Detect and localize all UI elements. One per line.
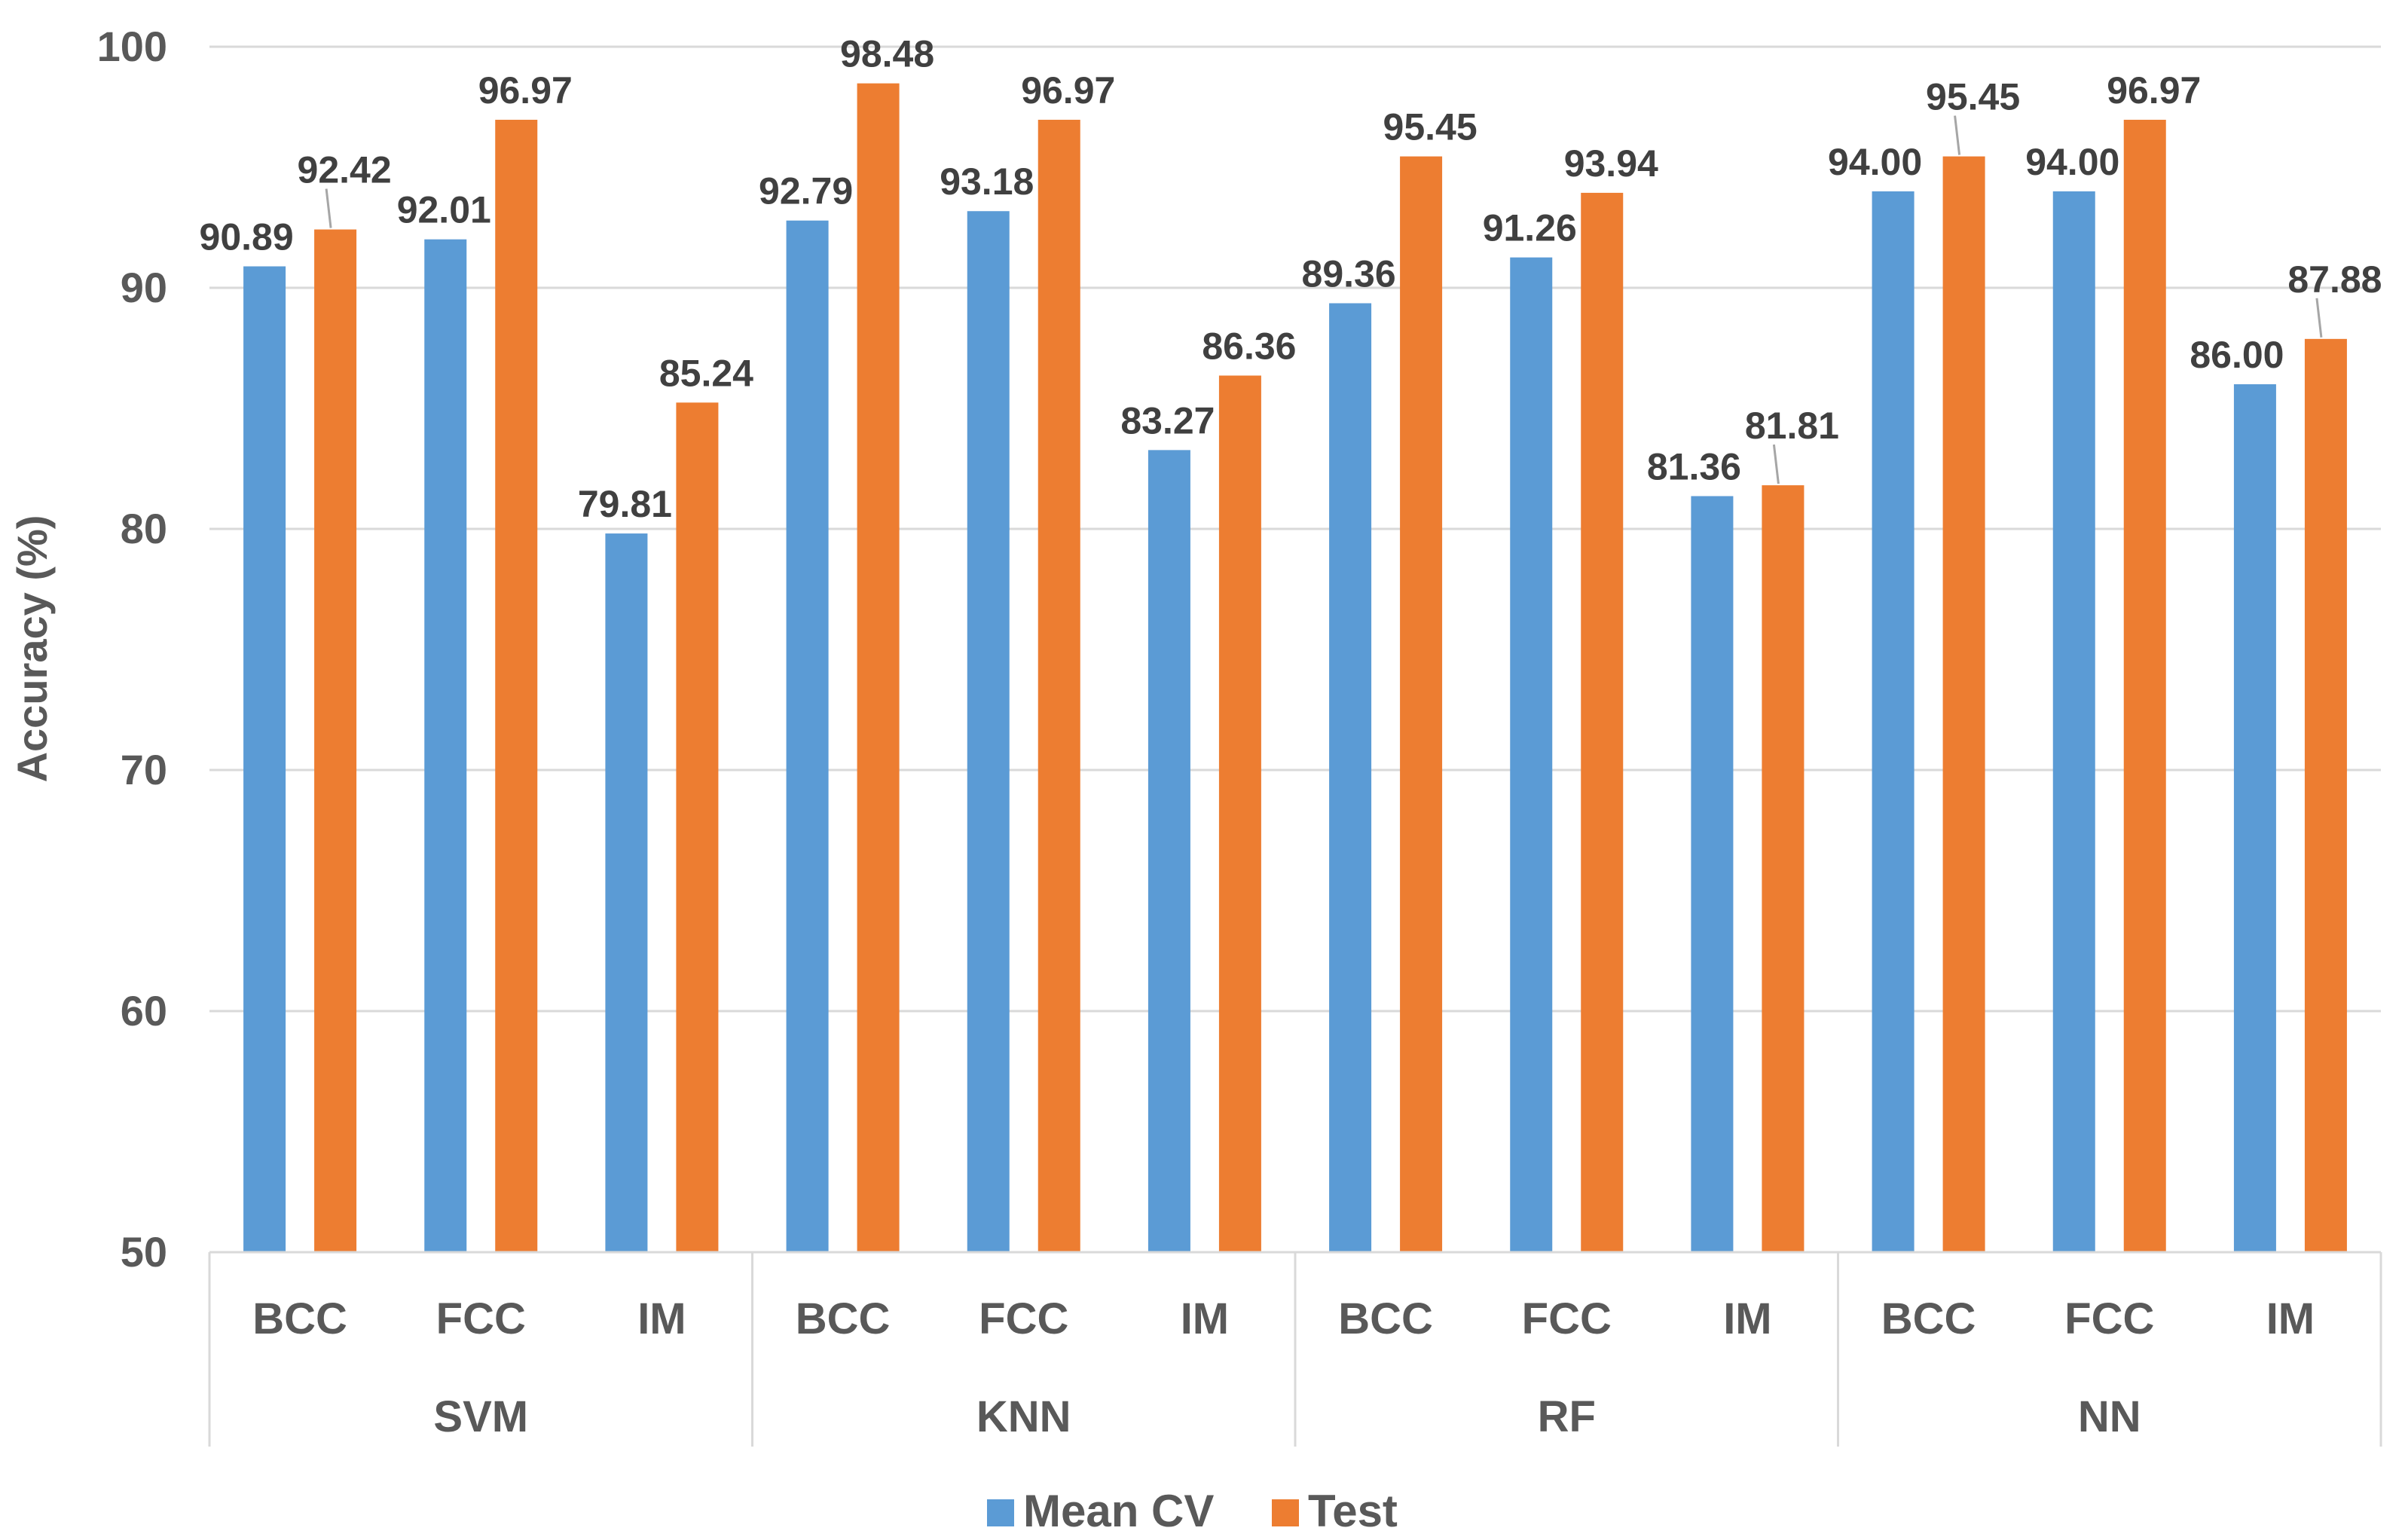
category-label: IM <box>637 1294 686 1343</box>
bar-mean-cv <box>1691 496 1734 1252</box>
bar-test <box>676 402 719 1252</box>
data-label-mean-cv: 92.01 <box>397 189 491 231</box>
legend-label-test: Test <box>1308 1486 1398 1536</box>
data-label-test: 93.94 <box>1564 142 1658 185</box>
legend-label-mean-cv: Mean CV <box>1023 1486 1214 1536</box>
data-label-test: 86.36 <box>1202 325 1296 367</box>
bar-test <box>495 119 538 1253</box>
data-label-mean-cv: 83.27 <box>1120 399 1215 442</box>
group-label-rf: RF <box>1538 1392 1596 1441</box>
data-label-test: 81.81 <box>1745 405 1839 447</box>
y-tick-label: 60 <box>121 987 167 1034</box>
y-tick-label: 90 <box>121 264 167 311</box>
y-axis-ticks: 50 60 70 80 90 100 <box>97 23 167 1276</box>
bar-mean-cv <box>1510 257 1553 1253</box>
bar-mean-cv <box>2052 191 2095 1252</box>
data-label-test: 92.42 <box>298 149 392 191</box>
category-label: IM <box>2266 1294 2315 1343</box>
bar-test <box>1037 119 1080 1253</box>
data-label-test: 85.24 <box>659 352 753 394</box>
bar-test <box>2304 338 2347 1253</box>
y-tick-label: 100 <box>97 23 167 70</box>
group-label-nn: NN <box>2078 1392 2141 1441</box>
leader-line <box>1772 444 1780 484</box>
data-label-mean-cv: 91.26 <box>1483 207 1577 249</box>
bar-mean-cv <box>2233 384 2276 1252</box>
bar-test <box>1581 192 1624 1252</box>
category-label: FCC <box>436 1294 526 1343</box>
category-label: IM <box>1181 1294 1229 1343</box>
data-label-test: 95.45 <box>1383 106 1478 148</box>
category-label: BCC <box>1881 1294 1976 1343</box>
data-label-test: 96.97 <box>1021 69 1115 112</box>
y-tick-label: 80 <box>121 505 167 552</box>
bar-mean-cv <box>243 266 286 1252</box>
data-label-mean-cv: 94.00 <box>1828 141 1922 183</box>
data-label-test: 96.97 <box>478 69 573 112</box>
bar-mean-cv <box>605 533 648 1252</box>
bar-mean-cv <box>1147 450 1190 1252</box>
data-label-mean-cv: 86.00 <box>2190 334 2284 376</box>
data-label-mean-cv: 89.36 <box>1302 252 1396 295</box>
category-label: BCC <box>1338 1294 1433 1343</box>
data-label-mean-cv: 93.18 <box>940 160 1034 203</box>
y-tick-label: 50 <box>121 1228 167 1276</box>
category-label: IM <box>1723 1294 1771 1343</box>
bar-mean-cv <box>967 211 1010 1252</box>
bar-test <box>857 83 900 1252</box>
legend-swatch-mean-cv <box>987 1499 1014 1526</box>
bar-test <box>1762 485 1805 1252</box>
leader-line <box>1954 115 1961 155</box>
bar-mean-cv <box>1329 303 1372 1253</box>
category-label: FCC <box>979 1294 1068 1343</box>
bars <box>243 83 2347 1253</box>
data-label-mean-cv: 92.79 <box>759 170 853 212</box>
gridlines <box>209 45 2381 1013</box>
data-label-mean-cv: 81.36 <box>1647 445 1741 487</box>
bar-test <box>1400 156 1443 1253</box>
bar-mean-cv <box>1872 191 1915 1252</box>
data-label-mean-cv: 90.89 <box>200 216 294 258</box>
legend-swatch-test <box>1272 1499 1299 1526</box>
data-label-test: 98.48 <box>840 33 934 75</box>
category-axis: BCC FCC IM BCC FCC IM BCC FCC IM BCC FCC IM SVM KNN RF… <box>208 1251 2382 1447</box>
data-label-test: 95.45 <box>1926 76 2020 118</box>
data-label-mean-cv: 79.81 <box>578 483 672 525</box>
leader-line <box>325 188 332 228</box>
group-label-knn: KNN <box>976 1392 1071 1441</box>
data-label-test: 96.97 <box>2107 69 2201 112</box>
bar-test <box>1942 156 1985 1253</box>
data-label-mean-cv: 94.00 <box>2025 141 2119 183</box>
category-label: FCC <box>2064 1294 2154 1343</box>
group-label-svm: SVM <box>433 1392 528 1441</box>
bar-mean-cv <box>786 220 829 1253</box>
category-label: FCC <box>1522 1294 1612 1343</box>
category-label: BCC <box>796 1294 891 1343</box>
y-tick-label: 70 <box>121 746 167 793</box>
data-label-test: 87.88 <box>2287 258 2382 301</box>
category-label: BCC <box>252 1294 347 1343</box>
legend: Mean CV Test <box>987 1486 1398 1536</box>
bar-test <box>314 229 357 1252</box>
bar-test <box>1218 375 1261 1253</box>
bar-test <box>2123 119 2166 1253</box>
bar-mean-cv <box>424 239 467 1253</box>
y-axis-label: Accuracy (%) <box>8 515 56 783</box>
leader-line <box>2315 298 2323 338</box>
